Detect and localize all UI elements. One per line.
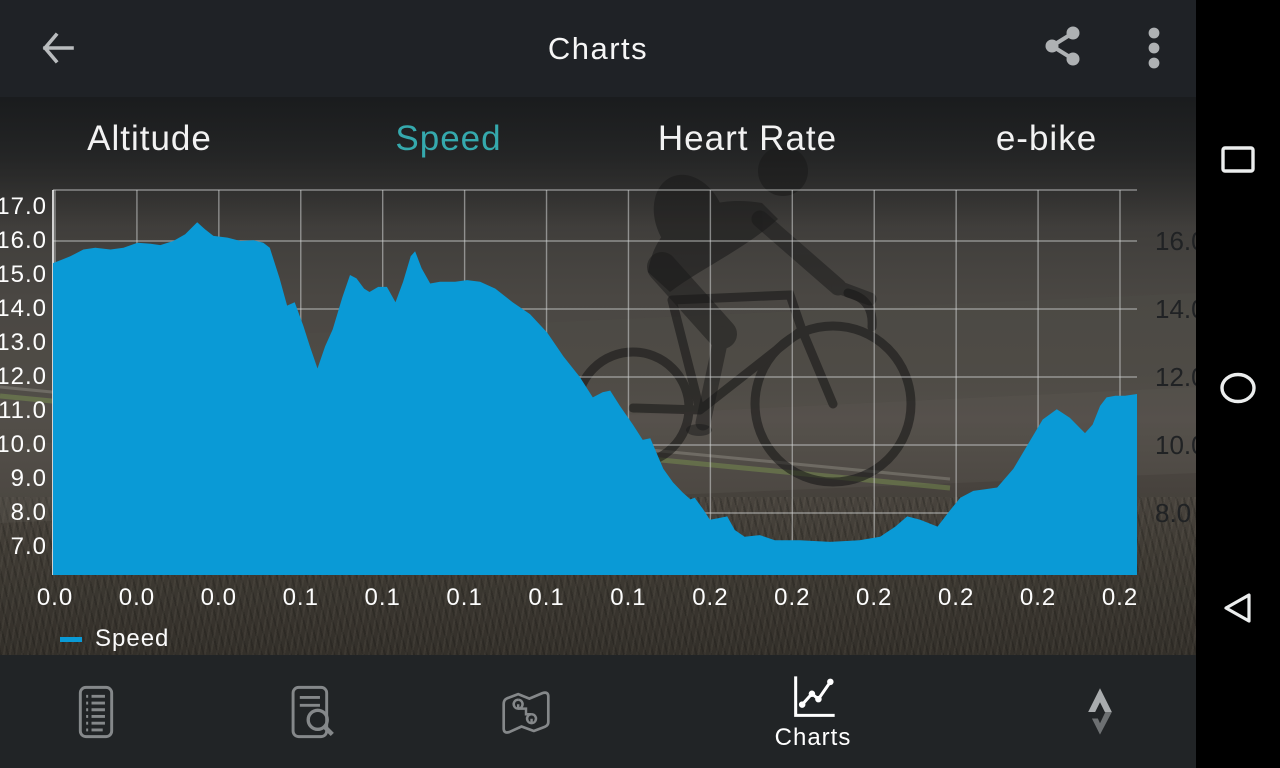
home-button[interactable] <box>1196 346 1280 430</box>
back-arrow-icon <box>42 32 74 64</box>
axis-tick-label: 9.0 <box>10 465 47 492</box>
overflow-menu-button[interactable] <box>1126 20 1182 76</box>
recents-button[interactable] <box>1196 118 1280 202</box>
axis-tick-label: 12.0 <box>0 363 47 390</box>
chart-panel: 17.0 16.0 15.0 14.0 13.0 12.0 11.0 10.0 9.0 8.0 7.… <box>0 97 1196 655</box>
tab-speed[interactable]: Speed <box>395 119 502 158</box>
nav-item-charts[interactable]: Charts <box>743 655 883 768</box>
tab-ebike[interactable]: e-bike <box>995 119 1098 158</box>
axis-tick-label: 0.0 <box>200 584 238 611</box>
share-button[interactable] <box>1035 18 1091 74</box>
recents-square-icon <box>1221 146 1255 173</box>
axis-tick-label: 0.0 <box>118 584 156 611</box>
tab-bar: Altitude Speed Heart Rate e-bike <box>0 97 1196 181</box>
axis-tick-label: 0.0 <box>36 584 74 611</box>
nav-item-charts-label: Charts <box>774 723 852 751</box>
back-button[interactable] <box>30 20 86 76</box>
strava-icon <box>1088 687 1112 735</box>
axis-tick-label: 0.2 <box>1019 584 1057 611</box>
axis-tick-label: 13.0 <box>0 329 47 356</box>
axis-tick-label: 0.2 <box>856 584 893 611</box>
legend-color-swatch <box>60 636 82 642</box>
bottom-nav-bar: Charts <box>0 655 1196 768</box>
axis-tick-label: 16.0 <box>0 227 47 254</box>
trip-list-icon <box>78 685 114 738</box>
app-region: Charts <box>0 0 1196 768</box>
back-nav-button[interactable] <box>1196 566 1280 650</box>
tab-altitude[interactable]: Altitude <box>87 119 212 158</box>
axis-tick-label: 12.0 <box>1155 362 1196 392</box>
axis-tick-label: 8.0 <box>1155 498 1192 528</box>
axis-tick-label: 17.0 <box>0 193 47 220</box>
nav-item-trip-list[interactable] <box>26 655 166 768</box>
axis-tick-label: 10.0 <box>1155 430 1196 460</box>
nav-item-strava[interactable] <box>1030 655 1170 768</box>
app-bar: Charts <box>0 0 1196 97</box>
tab-heart-rate[interactable]: Heart Rate <box>657 119 838 158</box>
axis-tick-label: 0.2 <box>774 584 811 611</box>
axis-tick-label: 14.0 <box>1155 294 1196 324</box>
axis-tick-label: 0.1 <box>364 584 401 611</box>
overflow-dots-icon <box>1148 27 1160 69</box>
speed-area-chart[interactable] <box>0 97 1196 655</box>
legend-label: Speed <box>95 625 170 652</box>
chart-area-series <box>53 222 1137 576</box>
share-icon <box>1045 26 1080 66</box>
trip-search-icon <box>291 685 334 738</box>
axis-tick-label: 7.0 <box>10 533 47 560</box>
axis-tick-label: 0.1 <box>610 584 647 611</box>
axis-tick-label: 0.1 <box>282 584 319 611</box>
nav-item-map[interactable] <box>456 655 596 768</box>
home-circle-icon <box>1220 372 1256 404</box>
axis-tick-label: 0.1 <box>528 584 565 611</box>
axis-tick-label: 8.0 <box>10 499 47 526</box>
axis-tick-label: 16.0 <box>1155 226 1196 256</box>
android-navigation-bar <box>1196 0 1280 768</box>
axis-tick-label: 10.0 <box>0 431 47 458</box>
nav-item-trip-search[interactable] <box>241 655 381 768</box>
axis-tick-label: 0.2 <box>692 584 729 611</box>
axis-tick-label: 15.0 <box>0 261 47 288</box>
axis-tick-label: 0.2 <box>937 584 975 611</box>
map-icon <box>502 690 550 734</box>
axis-tick-label: 11.0 <box>0 397 47 424</box>
axis-tick-label: 14.0 <box>0 295 47 322</box>
charts-icon <box>794 675 835 717</box>
chart-legend: Speed <box>60 625 169 653</box>
axis-tick-label: 0.2 <box>1101 584 1139 611</box>
axis-tick-label: 0.1 <box>446 584 483 611</box>
page-title: Charts <box>547 30 649 66</box>
back-triangle-icon <box>1224 593 1251 623</box>
